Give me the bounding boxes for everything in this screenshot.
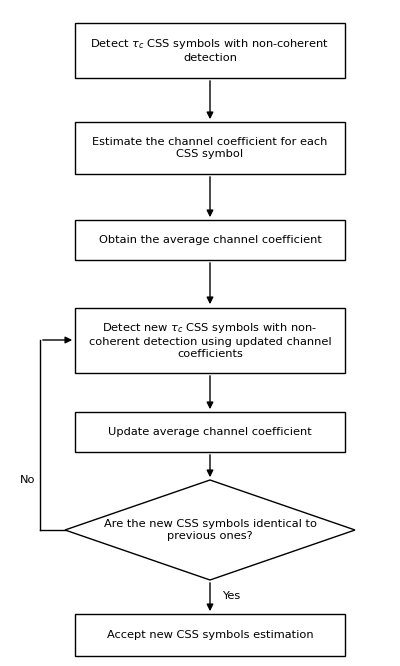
Text: Update average channel coefficient: Update average channel coefficient	[108, 427, 312, 437]
FancyBboxPatch shape	[75, 308, 345, 372]
Text: Detect $\tau_c$ CSS symbols with non-coherent
detection: Detect $\tau_c$ CSS symbols with non-coh…	[90, 37, 330, 63]
Text: Detect new $\tau_c$ CSS symbols with non-
coherent detection using updated chann: Detect new $\tau_c$ CSS symbols with non…	[89, 322, 331, 358]
Text: Accept new CSS symbols estimation: Accept new CSS symbols estimation	[107, 630, 313, 640]
FancyBboxPatch shape	[75, 220, 345, 260]
Polygon shape	[65, 480, 355, 580]
FancyBboxPatch shape	[75, 23, 345, 77]
Text: Obtain the average channel coefficient: Obtain the average channel coefficient	[98, 235, 322, 245]
Text: Estimate the channel coefficient for each
CSS symbol: Estimate the channel coefficient for eac…	[92, 137, 328, 159]
FancyBboxPatch shape	[75, 614, 345, 656]
Text: Yes: Yes	[222, 591, 240, 601]
FancyBboxPatch shape	[75, 122, 345, 174]
Text: No: No	[20, 475, 36, 485]
FancyBboxPatch shape	[75, 412, 345, 452]
Text: Are the new CSS symbols identical to
previous ones?: Are the new CSS symbols identical to pre…	[104, 519, 316, 541]
